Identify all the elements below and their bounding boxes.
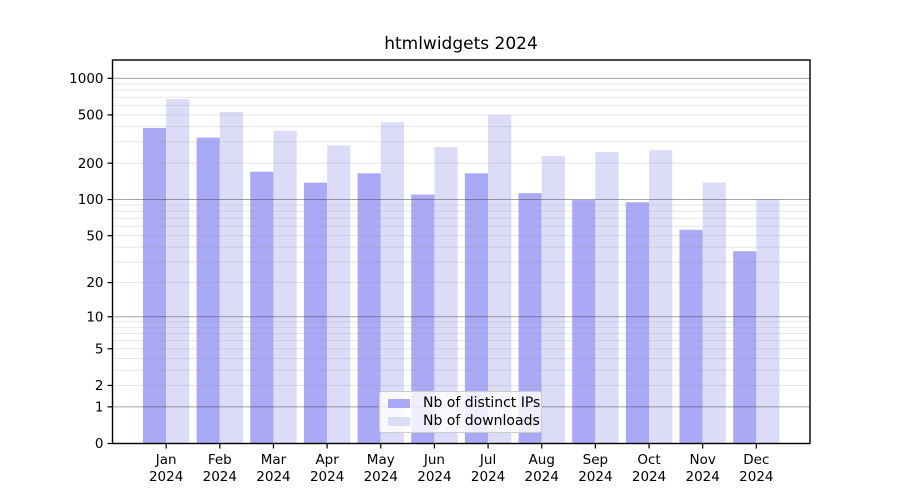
bar-downloads-oct: [649, 150, 673, 444]
x-tick-label-month: Nov: [690, 452, 716, 468]
x-tick-label-month: Aug: [529, 452, 555, 468]
x-tick-label-month: May: [367, 452, 395, 468]
x-tick-label-year: 2024: [471, 469, 505, 485]
legend: Nb of distinct IPs Nb of downloads: [379, 391, 542, 433]
y-tick-label: 50: [86, 228, 103, 244]
y-tick-label: 100: [78, 192, 104, 208]
legend-label-downloads: Nb of downloads: [423, 413, 540, 429]
y-tick-label: 1: [95, 399, 104, 415]
x-tick-label-year: 2024: [310, 469, 344, 485]
x-tick-label-year: 2024: [149, 469, 183, 485]
x-tick-label-month: Jul: [479, 452, 496, 468]
legend-swatch-distinct-ips-icon: [388, 398, 410, 408]
bar-downloads-jun: [434, 147, 458, 444]
y-tick-label: 1000: [69, 71, 103, 87]
bar-downloads-nov: [702, 182, 726, 444]
x-tick-label-year: 2024: [256, 469, 290, 485]
bar-distinct-ips-dec: [733, 251, 757, 444]
bar-distinct-ips-feb: [196, 137, 220, 444]
bar-downloads-mar: [273, 130, 297, 444]
bar-distinct-ips-apr: [303, 182, 328, 444]
bar-distinct-ips-may: [357, 173, 381, 444]
y-tick-label: 2: [95, 378, 104, 394]
x-tick-label-year: 2024: [525, 469, 559, 485]
y-tick-label: 10: [86, 309, 103, 325]
bar-downloads-dec: [756, 199, 780, 444]
bar-downloads-sep: [595, 152, 619, 444]
bar-distinct-ips-oct: [625, 202, 650, 444]
legend-label-distinct-ips: Nb of distinct IPs: [423, 395, 541, 411]
bar-distinct-ips-jan: [142, 128, 167, 444]
bar-distinct-ips-jun: [411, 194, 435, 444]
x-tick-label-month: Jun: [423, 452, 445, 468]
x-tick-label-year: 2024: [417, 469, 451, 485]
x-tick-label-year: 2024: [686, 469, 720, 485]
bar-distinct-ips-aug: [518, 193, 542, 444]
x-tick-label-month: Sep: [583, 452, 608, 468]
bar-downloads-jul: [488, 114, 512, 444]
x-tick-label-month: Feb: [208, 452, 232, 468]
x-tick-label-month: Dec: [743, 452, 769, 468]
x-tick-label-month: Apr: [315, 452, 339, 468]
legend-item-downloads: Nb of downloads: [388, 414, 541, 428]
x-tick-label-year: 2024: [739, 469, 773, 485]
legend-swatch-downloads-icon: [388, 416, 410, 426]
bar-distinct-ips-sep: [572, 200, 596, 444]
x-tick-label-month: Jan: [155, 452, 177, 468]
bar-downloads-aug: [541, 155, 565, 444]
bar-downloads-apr: [327, 145, 351, 444]
x-tick-label-month: Oct: [637, 452, 660, 468]
bar-distinct-ips-jul: [464, 173, 489, 444]
bar-distinct-ips-nov: [679, 229, 703, 444]
y-tick-label: 500: [78, 108, 104, 124]
y-tick-label: 200: [78, 156, 104, 172]
legend-item-distinct-ips: Nb of distinct IPs: [388, 396, 541, 410]
bar-downloads-may: [380, 122, 404, 444]
plot-border: [111, 59, 811, 445]
y-tick-label: 20: [86, 275, 103, 291]
bar-downloads-jan: [166, 99, 190, 444]
chart-title: htmlwidgets 2024: [384, 34, 538, 54]
x-tick-label-year: 2024: [203, 469, 237, 485]
x-tick-label-month: Mar: [261, 452, 287, 468]
x-tick-label-year: 2024: [578, 469, 612, 485]
x-tick-label-year: 2024: [364, 469, 398, 485]
bar-distinct-ips-mar: [250, 171, 274, 444]
x-tick-label-year: 2024: [632, 469, 666, 485]
y-tick-label: 0: [95, 436, 104, 452]
bar-downloads-feb: [219, 111, 244, 444]
y-tick-label: 5: [95, 341, 104, 357]
